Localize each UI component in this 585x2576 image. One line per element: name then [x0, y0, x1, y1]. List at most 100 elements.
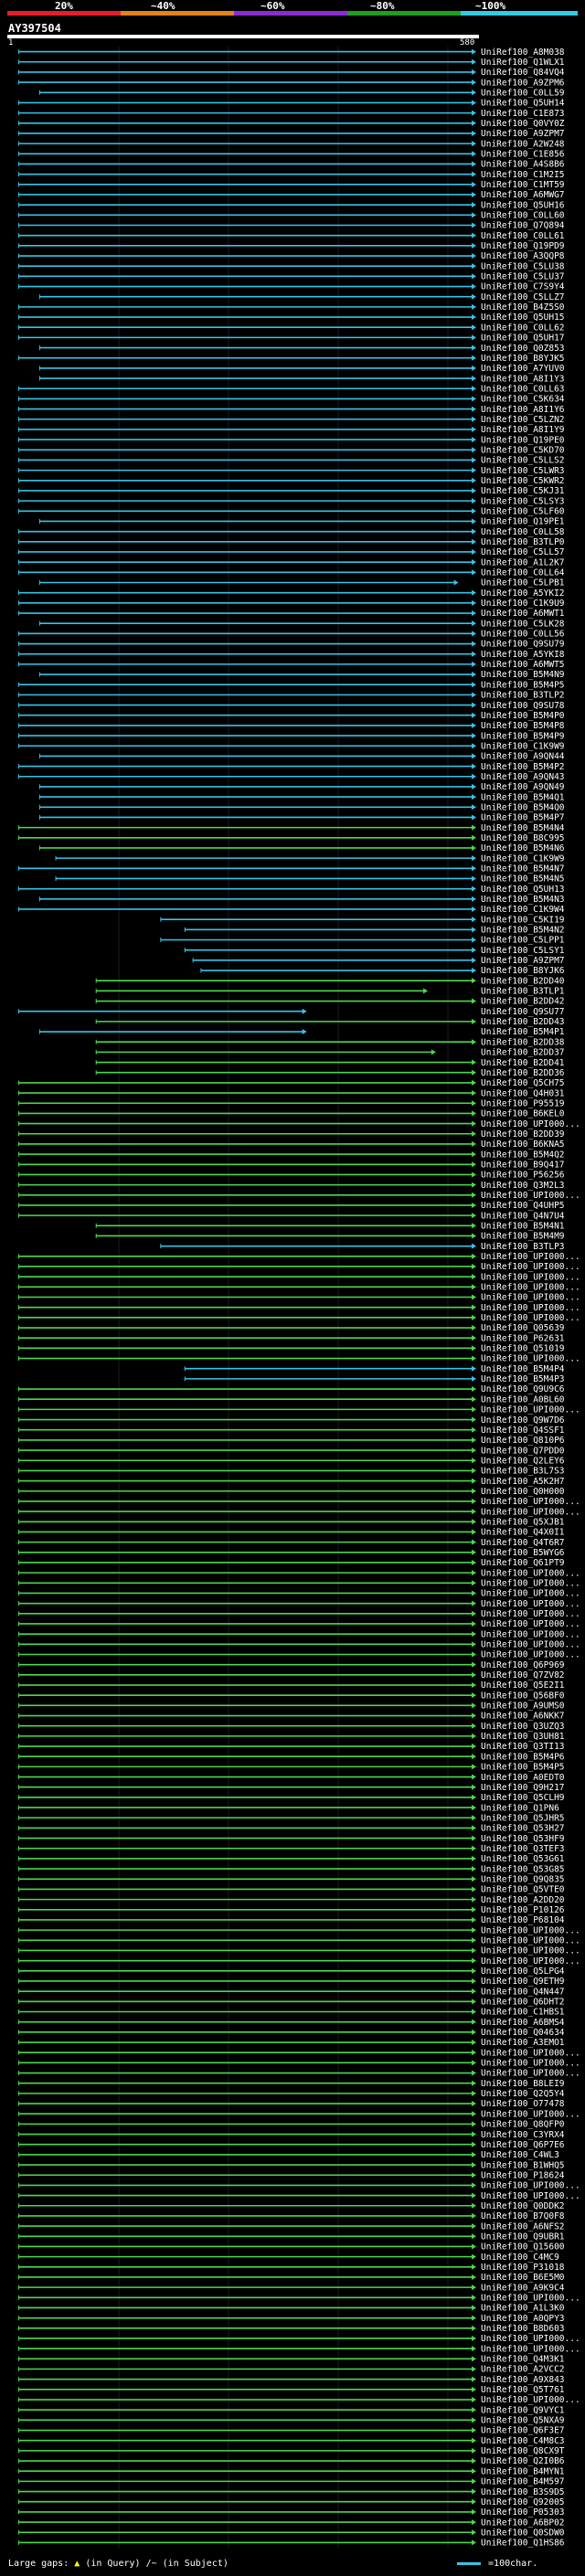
hit-row[interactable]: UniRef100_A2VCC2 — [17, 2365, 565, 2375]
hit-label[interactable]: UniRef100_Q3M2L3 — [481, 1181, 565, 1191]
hit-row[interactable]: UniRef100_C5LLZ7 — [38, 292, 565, 302]
hit-row[interactable]: UniRef100_C1E873 — [17, 109, 565, 119]
hit-row[interactable]: UniRef100_Q8CX9T — [17, 2446, 565, 2456]
hit-row[interactable]: UniRef100_Q4N447 — [17, 1987, 565, 1997]
hit-label[interactable]: UniRef100_UPI000... — [481, 1354, 580, 1364]
hit-label[interactable]: UniRef100_A1L2K7 — [481, 557, 565, 567]
hit-row[interactable]: UniRef100_C5LF60 — [17, 507, 565, 517]
hit-row[interactable]: UniRef100_B5M4P1 — [38, 1027, 565, 1037]
hit-label[interactable]: UniRef100_C1M2I5 — [481, 170, 565, 180]
hit-row[interactable]: UniRef100_Q5LPG4 — [17, 1966, 565, 1977]
hit-label[interactable]: UniRef100_P18624 — [481, 2170, 565, 2180]
hit-label[interactable]: UniRef100_Q5UH14 — [481, 99, 565, 109]
hit-row[interactable]: UniRef100_UPI000... — [17, 1925, 580, 1935]
hit-row[interactable]: UniRef100_B5M4P4 — [184, 1364, 565, 1374]
hit-row[interactable]: UniRef100_B5WYG6 — [17, 1548, 565, 1558]
hit-label[interactable]: UniRef100_Q5UH16 — [481, 200, 565, 210]
hit-row[interactable]: UniRef100_Q0DDK2 — [17, 2201, 565, 2211]
hit-label[interactable]: UniRef100_P10126 — [481, 1905, 565, 1915]
hit-label[interactable]: UniRef100_Q19PE0 — [481, 435, 565, 445]
hit-label[interactable]: UniRef100_C4M8C3 — [481, 2436, 565, 2446]
hit-row[interactable]: UniRef100_Q9SU77 — [17, 1007, 565, 1017]
hit-row[interactable]: UniRef100_Q3M2L3 — [17, 1181, 565, 1191]
hit-row[interactable]: UniRef100_UPI000... — [17, 2395, 580, 2405]
hit-row[interactable]: UniRef100_C5KWR2 — [17, 476, 565, 486]
hit-row[interactable]: UniRef100_Q53G61 — [17, 1854, 565, 1864]
hit-label[interactable]: UniRef100_Q5UH15 — [481, 313, 565, 323]
hit-label[interactable]: UniRef100_Q3TI13 — [481, 1742, 565, 1752]
hit-label[interactable]: UniRef100_B3S9D5 — [481, 2487, 565, 2497]
hit-row[interactable]: UniRef100_B5M4P5 — [17, 1763, 565, 1773]
hit-label[interactable]: UniRef100_B6KEL0 — [481, 1109, 565, 1119]
hit-row[interactable]: UniRef100_Q56BF0 — [17, 1691, 565, 1701]
hit-row[interactable]: UniRef100_A6BMS4 — [17, 2018, 565, 2028]
hit-row[interactable]: UniRef100_C4MC9 — [17, 2253, 559, 2263]
hit-label[interactable]: UniRef100_UPI000... — [481, 1191, 580, 1201]
hit-label[interactable]: UniRef100_UPI000... — [481, 1609, 580, 1619]
hit-label[interactable]: UniRef100_A9UMS0 — [481, 1701, 565, 1712]
hit-label[interactable]: UniRef100_B8LEI9 — [481, 2079, 565, 2089]
hit-row[interactable]: UniRef100_B7Q0F8 — [17, 2211, 565, 2221]
hit-row[interactable]: UniRef100_Q3UH81 — [17, 1732, 565, 1742]
hit-row[interactable]: UniRef100_UPI000... — [17, 1303, 580, 1313]
hit-row[interactable]: UniRef100_UPI000... — [17, 1262, 580, 1272]
hit-label[interactable]: UniRef100_A3EMO1 — [481, 2038, 565, 2048]
hit-row[interactable]: UniRef100_UPI000... — [17, 1507, 580, 1517]
hit-row[interactable]: UniRef100_Q5JHR5 — [17, 1813, 565, 1823]
hit-row[interactable]: UniRef100_Q5T761 — [17, 2385, 565, 2395]
hit-row[interactable]: UniRef100_UPI000... — [17, 1568, 580, 1578]
hit-label[interactable]: UniRef100_B5M4P3 — [481, 1374, 565, 1384]
hit-label[interactable]: UniRef100_Q84VQ4 — [481, 68, 565, 78]
hit-row[interactable]: UniRef100_P05303 — [17, 2507, 565, 2518]
hit-row[interactable]: UniRef100_Q2LEY6 — [17, 1456, 565, 1466]
hit-row[interactable]: UniRef100_A5K2H7 — [17, 1477, 565, 1487]
hit-label[interactable]: UniRef100_A2DD20 — [481, 1895, 565, 1905]
hit-row[interactable]: UniRef100_B2DD37 — [95, 1048, 565, 1058]
hit-label[interactable]: UniRef100_C0LL61 — [481, 231, 565, 241]
hit-row[interactable]: UniRef100_Q9U9C6 — [17, 1384, 565, 1394]
hit-row[interactable]: UniRef100_Q05639 — [17, 1323, 565, 1333]
hit-label[interactable]: UniRef100_A6BMS4 — [481, 2018, 565, 2028]
hit-label[interactable]: UniRef100_B5M4N5 — [481, 875, 565, 885]
hit-label[interactable]: UniRef100_B5M4P7 — [481, 813, 565, 823]
hit-label[interactable]: UniRef100_Q4H031 — [481, 1088, 565, 1098]
hit-row[interactable]: UniRef100_B6KNA5 — [17, 1140, 565, 1150]
hit-row[interactable]: UniRef100_B5M4P0 — [17, 711, 565, 721]
hit-row[interactable]: UniRef100_C4M8C3 — [17, 2436, 565, 2446]
hit-label[interactable]: UniRef100_C5LU38 — [481, 261, 565, 271]
hit-row[interactable]: UniRef100_Q5UH14 — [17, 99, 565, 109]
hit-row[interactable]: UniRef100_Q19PE1 — [38, 517, 565, 527]
hit-row[interactable]: UniRef100_B5M4P6 — [17, 1752, 565, 1762]
hit-label[interactable]: UniRef100_C5KD70 — [481, 445, 565, 455]
hit-label[interactable]: UniRef100_A9K9C4 — [481, 2283, 565, 2293]
hit-label[interactable]: UniRef100_Q7ZV82 — [481, 1670, 565, 1680]
hit-row[interactable]: UniRef100_Q2Q5Y4 — [17, 2089, 565, 2099]
hit-row[interactable]: UniRef100_Q7ZV82 — [17, 1670, 565, 1680]
hit-row[interactable]: UniRef100_Q4N7U4 — [17, 1211, 565, 1221]
hit-label[interactable]: UniRef100_Q51019 — [481, 1344, 565, 1354]
hit-row[interactable]: UniRef100_UPI000... — [17, 1650, 580, 1660]
hit-row[interactable]: UniRef100_C5LU37 — [17, 272, 565, 282]
hit-row[interactable]: UniRef100_B5M4P2 — [17, 762, 565, 772]
hit-row[interactable]: UniRef100_C5LZN2 — [17, 415, 565, 425]
hit-label[interactable]: UniRef100_Q5UH13 — [481, 885, 565, 895]
hit-row[interactable]: UniRef100_B3TLP3 — [160, 1242, 565, 1252]
hit-row[interactable]: UniRef100_UPI000... — [17, 2181, 580, 2191]
hit-row[interactable]: UniRef100_C1K9U9 — [17, 599, 565, 609]
hit-row[interactable]: UniRef100_C5LPP1 — [160, 936, 565, 946]
hit-row[interactable]: UniRef100_Q3UZQ3 — [17, 1722, 565, 1732]
hit-row[interactable]: UniRef100_O77478 — [17, 2099, 565, 2109]
hit-label[interactable]: UniRef100_A8M038 — [481, 48, 565, 58]
hit-row[interactable]: UniRef100_UPI000... — [17, 1956, 580, 1966]
hit-row[interactable]: UniRef100_UPI000... — [17, 1119, 580, 1129]
hit-label[interactable]: UniRef100_Q4X0I1 — [481, 1528, 565, 1538]
hit-row[interactable]: UniRef100_Q0Z853 — [38, 344, 565, 354]
hit-label[interactable]: UniRef100_C5LWR3 — [481, 466, 565, 476]
hit-label[interactable]: UniRef100_C5KI19 — [481, 915, 565, 925]
hit-row[interactable]: UniRef100_B5M4N5 — [55, 875, 565, 885]
hit-row[interactable]: UniRef100_A6BP02 — [17, 2518, 565, 2528]
hit-row[interactable]: UniRef100_Q61PT9 — [17, 1558, 565, 1568]
hit-label[interactable]: UniRef100_Q4UHP5 — [481, 1201, 565, 1211]
hit-row[interactable]: UniRef100_Q5UH15 — [17, 313, 565, 323]
hit-label[interactable]: UniRef100_UPI000... — [481, 1262, 580, 1272]
